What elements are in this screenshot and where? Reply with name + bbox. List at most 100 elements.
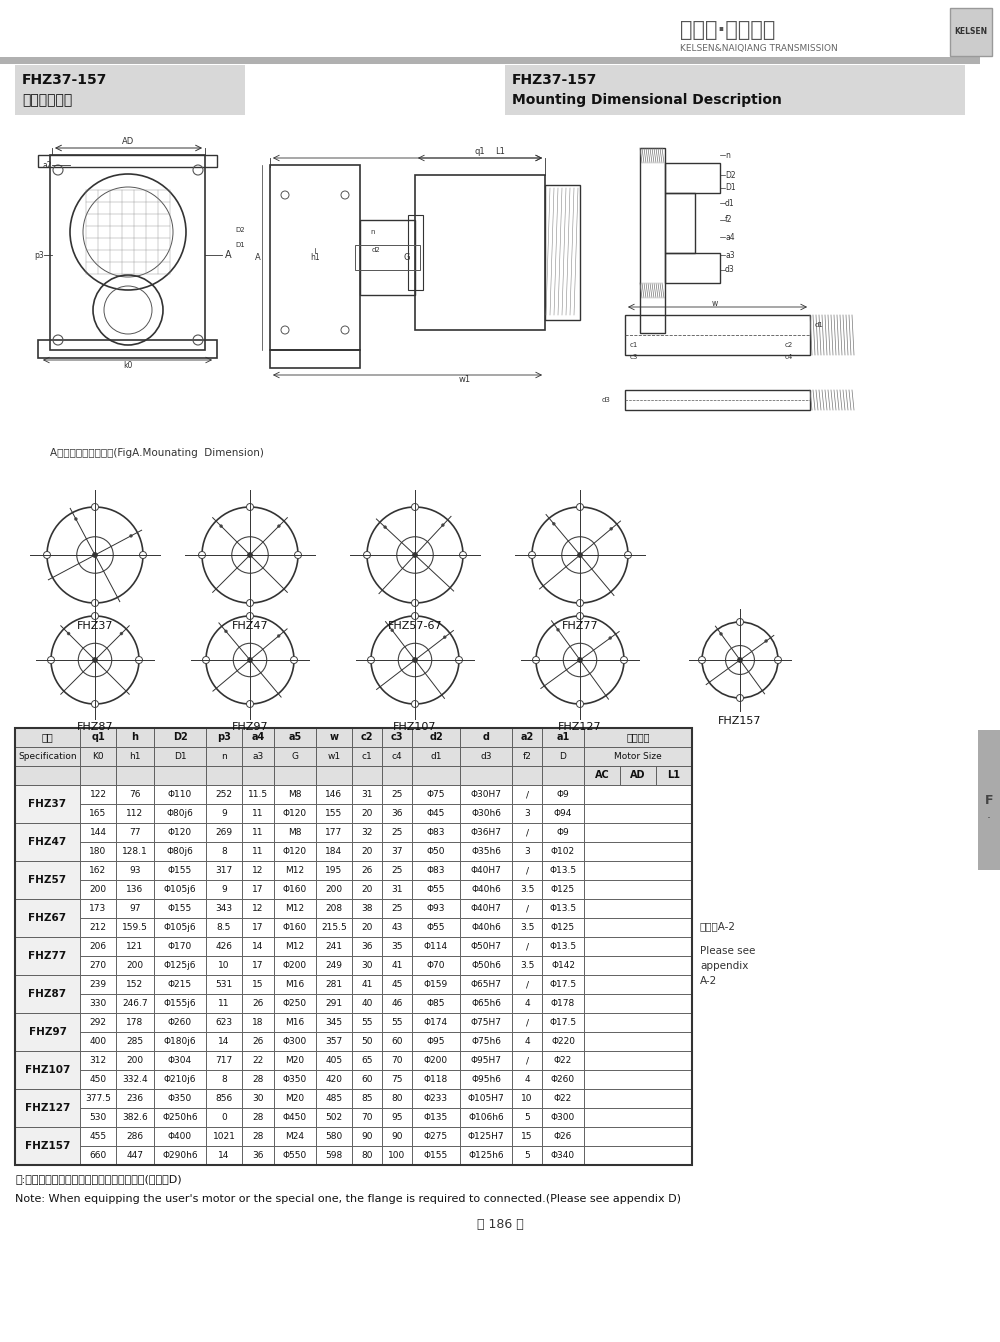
Bar [316, 937, 352, 956]
Text: 规格: 规格 [42, 733, 53, 742]
Text: 70: 70 [391, 1056, 403, 1066]
Bar [316, 804, 352, 823]
Text: 46: 46 [391, 998, 403, 1008]
Text: 152: 152 [126, 980, 144, 989]
Bar [50, 154, 205, 350]
Text: 249: 249 [326, 961, 342, 970]
Text: Φ9: Φ9 [557, 790, 569, 798]
Text: 502: 502 [325, 1113, 343, 1122]
Text: M16: M16 [285, 1019, 305, 1027]
Text: 285: 285 [126, 1037, 144, 1045]
Text: 530: 530 [89, 1113, 107, 1122]
Text: 28: 28 [252, 1075, 264, 1084]
Circle shape [364, 552, 370, 558]
Bar [584, 747, 692, 766]
Text: 25: 25 [391, 828, 403, 837]
Text: Φ550: Φ550 [283, 1151, 307, 1159]
Text: /: / [526, 1019, 528, 1027]
Text: 26: 26 [252, 1037, 264, 1045]
Text: 25: 25 [391, 790, 403, 798]
Bar [274, 1088, 316, 1108]
Text: 55: 55 [391, 1019, 403, 1027]
Text: Φ22: Φ22 [554, 1056, 572, 1066]
Bar [274, 804, 316, 823]
Text: Φ350: Φ350 [168, 1094, 192, 1103]
Bar [382, 841, 412, 862]
Bar [316, 1070, 352, 1088]
Text: 36: 36 [361, 942, 373, 951]
Circle shape [136, 656, 143, 663]
Bar [512, 880, 542, 899]
Text: AD: AD [122, 137, 134, 146]
Bar [274, 899, 316, 918]
Bar [116, 1051, 154, 1070]
Bar [274, 976, 316, 994]
Bar [412, 1088, 460, 1108]
Bar [80, 841, 116, 862]
Bar [242, 1032, 274, 1051]
Bar [242, 804, 274, 823]
Bar [154, 823, 206, 841]
Bar [352, 727, 382, 747]
Bar [412, 785, 460, 804]
Text: 28: 28 [252, 1113, 264, 1122]
Bar [316, 1127, 352, 1146]
Circle shape [67, 632, 70, 635]
Circle shape [277, 525, 280, 527]
Text: d2: d2 [429, 733, 443, 742]
Bar [542, 937, 584, 956]
Bar [460, 747, 512, 766]
Bar [460, 1088, 512, 1108]
Text: Φ13.5: Φ13.5 [549, 905, 577, 913]
Bar [242, 1051, 274, 1070]
Text: c1: c1 [630, 342, 638, 348]
Text: 38: 38 [361, 905, 373, 913]
Text: － 186 －: － 186 － [477, 1219, 523, 1232]
Text: c3: c3 [630, 354, 638, 360]
Text: 3.5: 3.5 [520, 961, 534, 970]
Bar [460, 918, 512, 937]
Text: 26: 26 [252, 998, 264, 1008]
Circle shape [576, 503, 584, 510]
Bar [274, 918, 316, 937]
Text: 76: 76 [129, 790, 141, 798]
Bar [352, 1051, 382, 1070]
Text: 8.5: 8.5 [217, 923, 231, 931]
Bar [542, 1127, 584, 1146]
Bar [460, 1051, 512, 1070]
Bar [116, 1108, 154, 1127]
Bar [412, 1013, 460, 1032]
Bar [412, 1032, 460, 1051]
Bar [274, 1051, 316, 1070]
Bar [412, 823, 460, 841]
Bar [15, 976, 80, 1013]
Bar [242, 1070, 274, 1088]
Bar [242, 1127, 274, 1146]
Bar [242, 1013, 274, 1032]
Text: Please see: Please see [700, 946, 755, 956]
Bar [15, 727, 80, 747]
Circle shape [736, 619, 744, 625]
Circle shape [92, 612, 98, 620]
Text: 343: 343 [215, 905, 233, 913]
Text: /: / [526, 790, 528, 798]
Text: w: w [712, 298, 718, 307]
Text: Φ17.5: Φ17.5 [549, 1019, 577, 1027]
Text: Φ120: Φ120 [168, 828, 192, 837]
Text: 11.5: 11.5 [248, 790, 268, 798]
Bar [512, 1127, 542, 1146]
Text: 10: 10 [521, 1094, 533, 1103]
Text: 312: 312 [89, 1056, 107, 1066]
Circle shape [91, 600, 98, 607]
Bar [116, 994, 154, 1013]
Text: Φ174: Φ174 [424, 1019, 448, 1027]
Bar [665, 254, 720, 283]
Bar [80, 1088, 116, 1108]
Bar [542, 862, 584, 880]
Bar [316, 956, 352, 976]
Bar [512, 766, 542, 785]
Text: KELSEN: KELSEN [954, 27, 988, 36]
Bar [382, 1032, 412, 1051]
Bar [116, 918, 154, 937]
Text: 165: 165 [89, 809, 107, 819]
